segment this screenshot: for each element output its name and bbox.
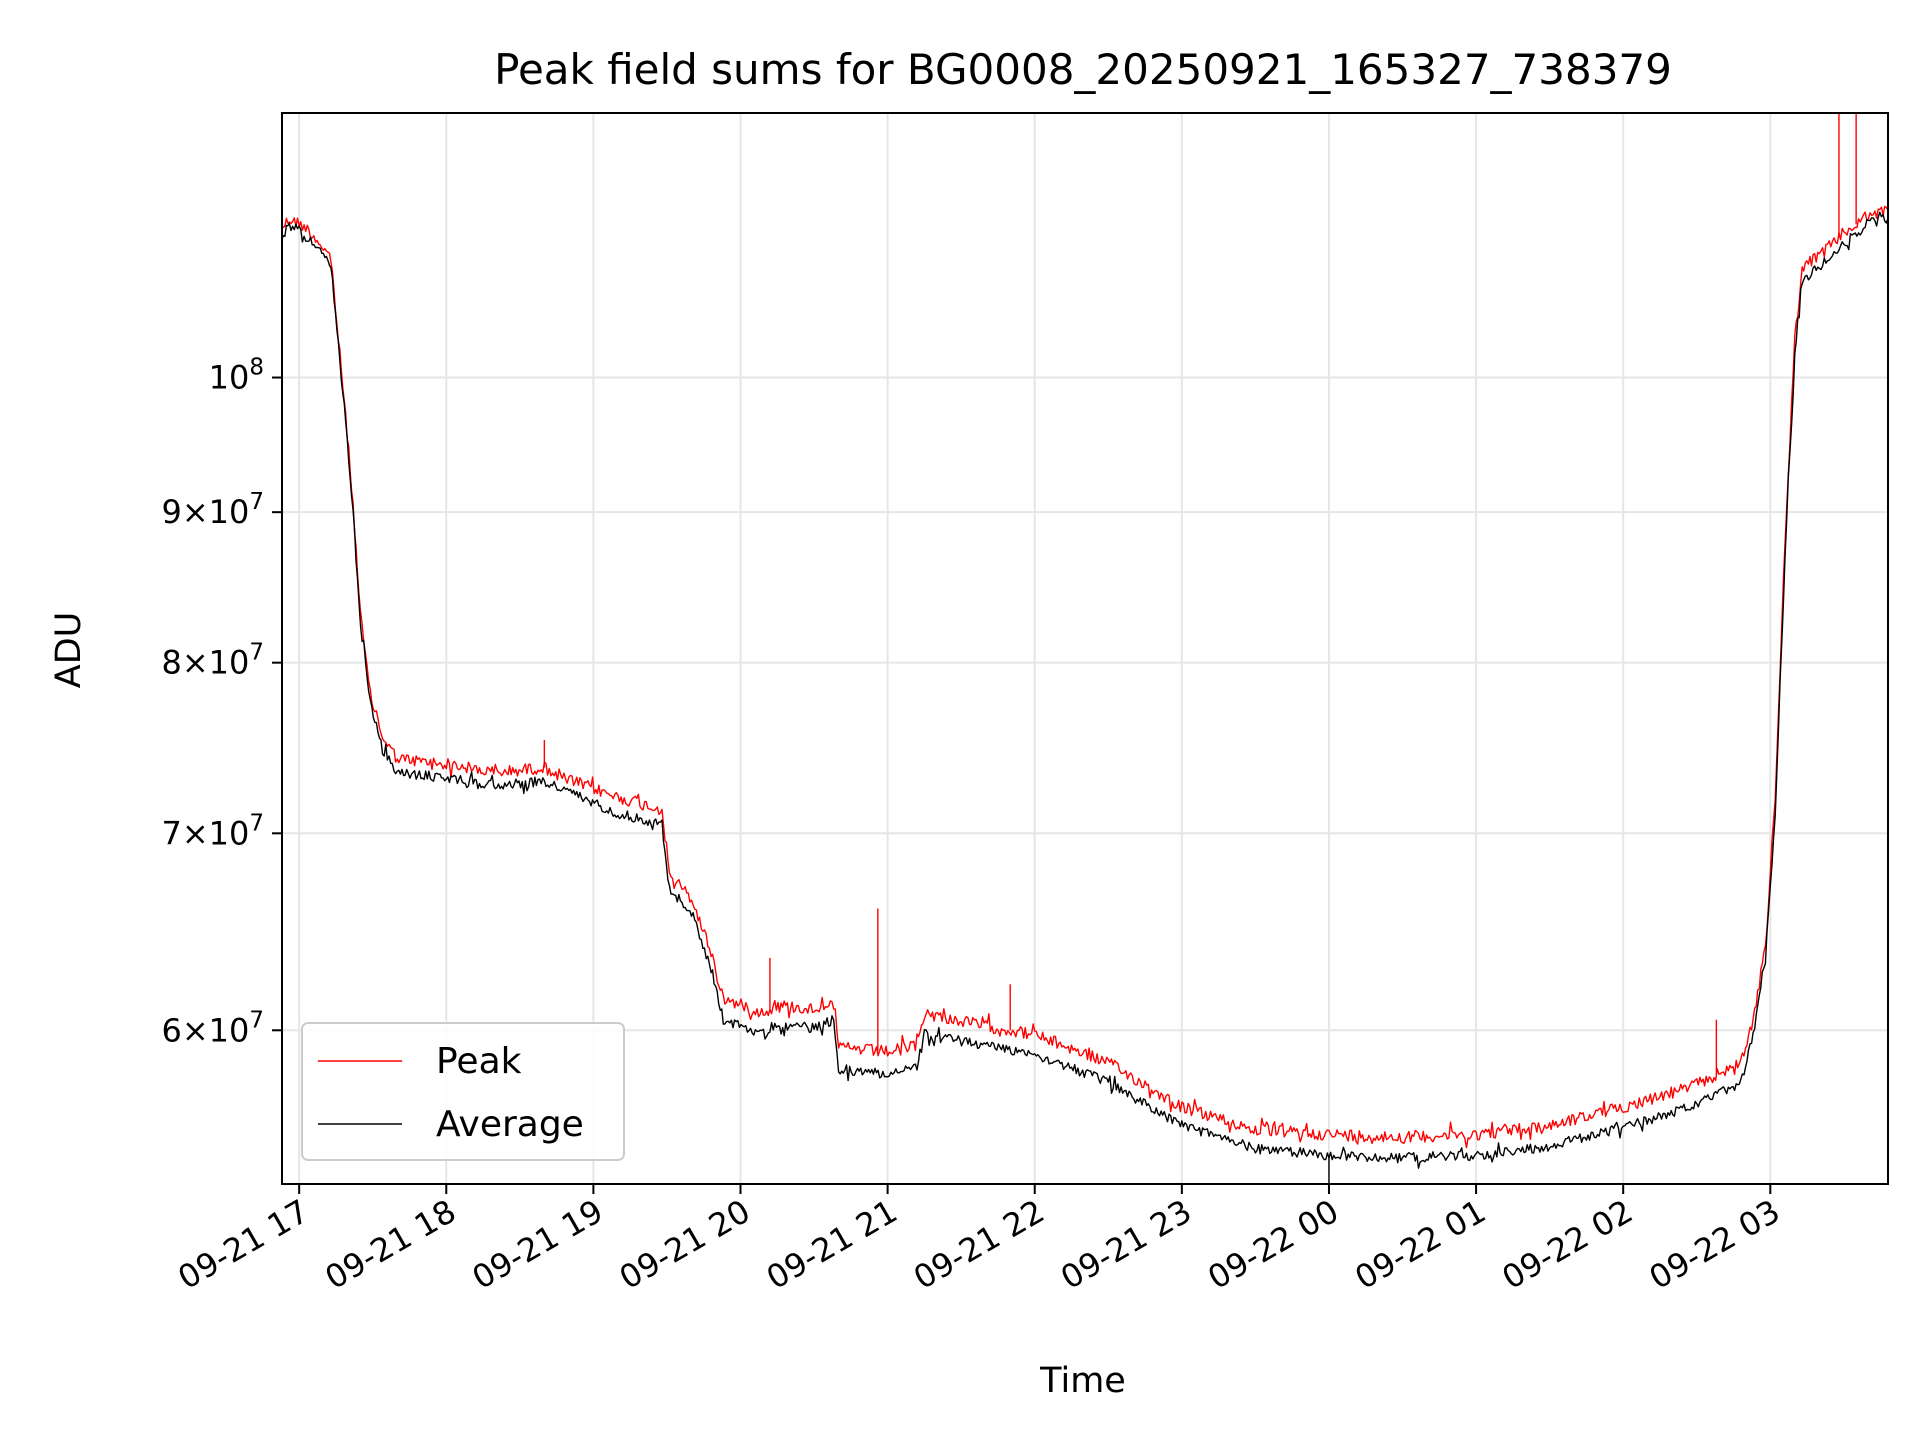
- x-axis-label: Time: [1039, 1361, 1126, 1401]
- y-tick-label: 6×107: [161, 1007, 264, 1049]
- chart-title: Peak field sums for BG0008_20250921_1653…: [494, 45, 1672, 94]
- series-layer: [282, 113, 1888, 1184]
- legend-average-label: Average: [436, 1104, 584, 1145]
- series-peak-line: [282, 205, 1888, 1149]
- y-tick-label: 9×107: [161, 489, 264, 531]
- y-tick-label: 7×107: [161, 810, 264, 852]
- legend-box: [301, 1022, 625, 1161]
- plot-frame: [281, 112, 1889, 1185]
- y-tick-label: 108: [209, 355, 264, 397]
- series-average-line: [282, 211, 1888, 1169]
- legend-peak-label: Peak: [436, 1041, 522, 1082]
- y-axis-label: ADU: [49, 612, 89, 689]
- legend: Peak Average: [301, 1022, 625, 1161]
- y-tick-label: 8×107: [161, 640, 264, 682]
